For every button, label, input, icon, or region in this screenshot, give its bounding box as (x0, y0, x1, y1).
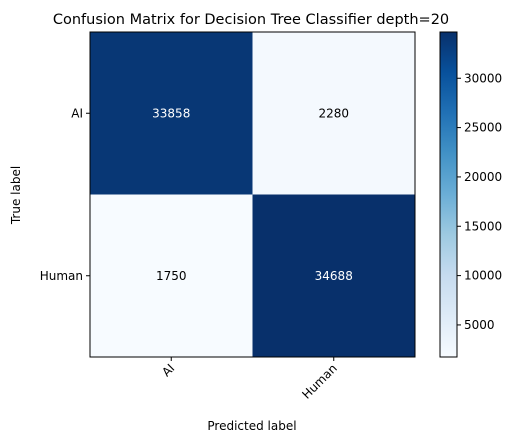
y-tick-label: AI (71, 106, 83, 120)
y-axis-label: True label (9, 166, 23, 225)
plot-frame (89, 31, 416, 358)
heatmap-cell (90, 194, 253, 357)
colorbar-tick-label: 10000 (464, 269, 502, 283)
colorbar-tick-label: 5000 (464, 318, 495, 332)
y-tick-label: Human (40, 269, 83, 283)
heatmap-cell (252, 32, 415, 195)
x-axis-label: Predicted label (207, 419, 296, 433)
cell-value-label: 33858 (152, 106, 190, 120)
colorbar-ticks: 5000 10000 15000 20000 25000 30000 (457, 71, 502, 332)
x-tick-label: AI (159, 361, 177, 379)
heatmap-cells: 33858 2280 1750 34688 (90, 32, 415, 357)
cell-value-label: 1750 (156, 269, 187, 283)
heatmap-cell (252, 194, 415, 357)
colorbar-tick-label: 15000 (464, 219, 502, 233)
cell-value-label: 2280 (318, 106, 349, 120)
x-tick-label: Human (299, 361, 340, 402)
chart-title: Confusion Matrix for Decision Tree Class… (53, 12, 449, 28)
y-axis: AI Human (40, 106, 90, 283)
colorbar-tick-label: 25000 (464, 121, 502, 135)
colorbar (439, 31, 458, 358)
colorbar-tick-label: 30000 (464, 71, 502, 85)
x-axis: AI Human (159, 357, 340, 402)
cell-value-label: 34688 (315, 269, 353, 283)
colorbar-tick-label: 20000 (464, 170, 502, 184)
heatmap-cell (90, 32, 253, 195)
